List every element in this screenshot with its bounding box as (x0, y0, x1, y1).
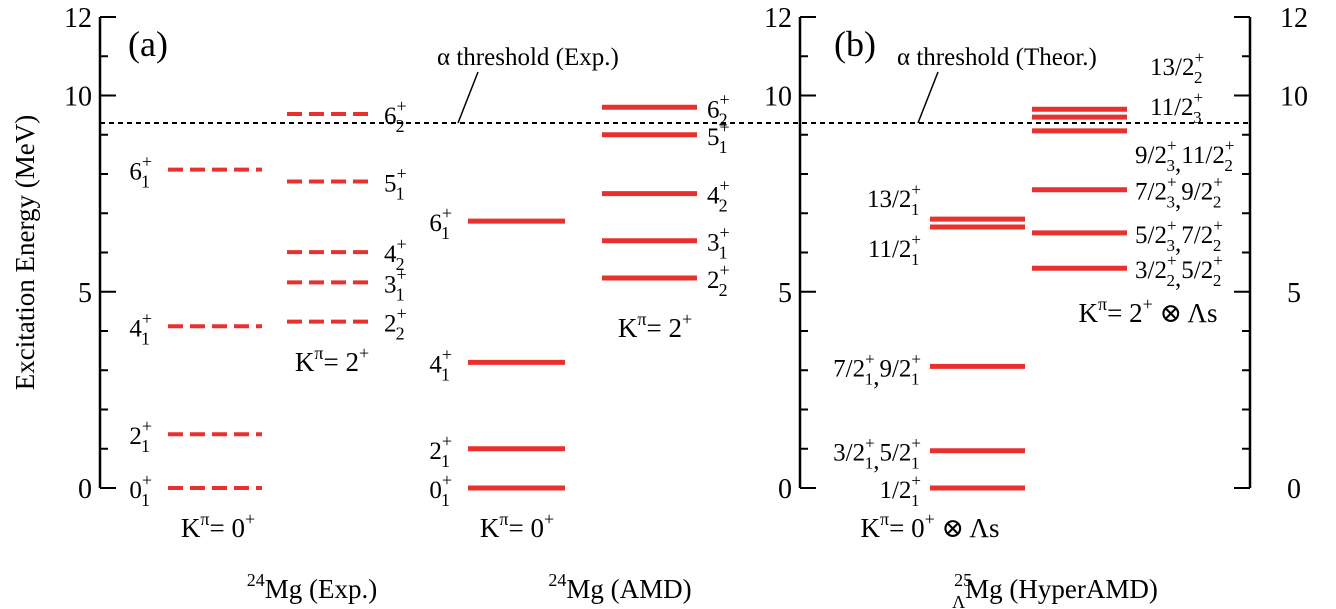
level-label: 4+ 2 (384, 234, 407, 274)
level-label: 7/2+ 1,9/2+ 1 (833, 349, 921, 390)
energy-levels (168, 104, 1127, 491)
level-label: 11/2+ 1 (868, 230, 921, 269)
level-label: 7/2+ 3,9/2+ 2 (1135, 173, 1223, 214)
level-label: 1/2+ 1 (879, 471, 921, 510)
y-tick-label-middle: 10 (764, 82, 792, 113)
panel-label: (b) (834, 24, 876, 64)
spectrum-name: 24Mg (Exp.) (247, 570, 377, 604)
threshold-pointer-line (457, 71, 479, 124)
level-label: 4+ 2 (707, 176, 730, 216)
band-label: Kπ= 2+ (618, 309, 692, 343)
level-label: 0+ 1 (429, 470, 452, 510)
band-label: Kπ= 0+ (480, 509, 554, 543)
level-label: 4+ 1 (429, 344, 452, 384)
spectrum-name: 25 ΛMg (HyperAMD) (952, 570, 1158, 609)
level-label: 2+ 1 (429, 431, 452, 471)
level-label: 3/2+ 1,5/2+ 1 (833, 434, 921, 475)
band-label: Kπ= 0+ ⊗ Λs (861, 509, 1000, 543)
y-tick-label-left: 0 (78, 474, 92, 505)
level-label: 6+ 2 (707, 89, 730, 129)
y-tick-label-right: 10 (1280, 82, 1308, 113)
level-label: 5+ 1 (707, 117, 730, 157)
level-label: 13/2+ 2 (1150, 48, 1204, 87)
level-label: 3/2+ 2,5/2+ 2 (1135, 251, 1223, 292)
y-tick-label-middle: 0 (778, 474, 792, 505)
annotations: α threshold (Exp.) (a) α threshold (Theor.… (128, 24, 1217, 609)
y-tick-label-right: 0 (1287, 474, 1301, 505)
alpha-threshold-label: α threshold (Theor.) (897, 44, 1097, 71)
level-label: 2+ 2 (384, 304, 407, 344)
level-label: 5/2+ 3,7/2+ 2 (1135, 216, 1223, 257)
y-tick-label-left: 5 (78, 278, 92, 309)
level-label: 2+ 2 (707, 260, 730, 300)
level-label: 9/2+ 3,11/2+ 2 (1135, 136, 1234, 177)
level-label: 13/2+ 1 (867, 180, 921, 219)
level-label: 3+ 1 (707, 223, 730, 263)
spectrum-name: 24Mg (AMD) (548, 570, 691, 604)
band-label: Kπ= 2+ ⊗ Λs (1079, 294, 1218, 328)
y-tick-label-middle: 5 (778, 278, 792, 309)
level-label: 6+ 1 (129, 152, 152, 192)
y-tick-label-right: 12 (1280, 3, 1308, 34)
level-labels: 0+ 12+ 14+ 16+ 12+ 23+ 14+ 25+ 16+ 20+ 12+ 14+ 16+ 12… (129, 48, 1234, 510)
alpha-threshold-label: α threshold (Exp.) (437, 44, 619, 71)
level-label: 4+ 1 (129, 308, 152, 348)
level-label: 6+ 2 (384, 96, 407, 136)
y-tick-label-middle: 12 (764, 3, 792, 34)
level-label: 2+ 1 (129, 416, 152, 456)
threshold-pointer-line (917, 71, 939, 124)
level-label: 0+ 1 (129, 470, 152, 510)
axes: 0 5 10 12 0 5 10 12 0 5 10 12 Excitation Energy (MeV… (10, 3, 1308, 505)
level-label: 6+ 1 (429, 203, 452, 243)
y-tick-label-left: 10 (64, 82, 92, 113)
level-label: 3+ 1 (384, 264, 407, 304)
band-label: Kπ= 2+ (295, 343, 369, 377)
level-label: 5+ 1 (384, 163, 407, 203)
y-tick-label-left: 12 (64, 3, 92, 34)
y-tick-label-right: 5 (1287, 278, 1301, 309)
level-label: 11/2+ 3 (1150, 88, 1203, 127)
panel-label: (a) (128, 24, 168, 64)
y-axis-title: Excitation Energy (MeV) (10, 115, 40, 390)
band-label: Kπ= 0+ (181, 509, 255, 543)
